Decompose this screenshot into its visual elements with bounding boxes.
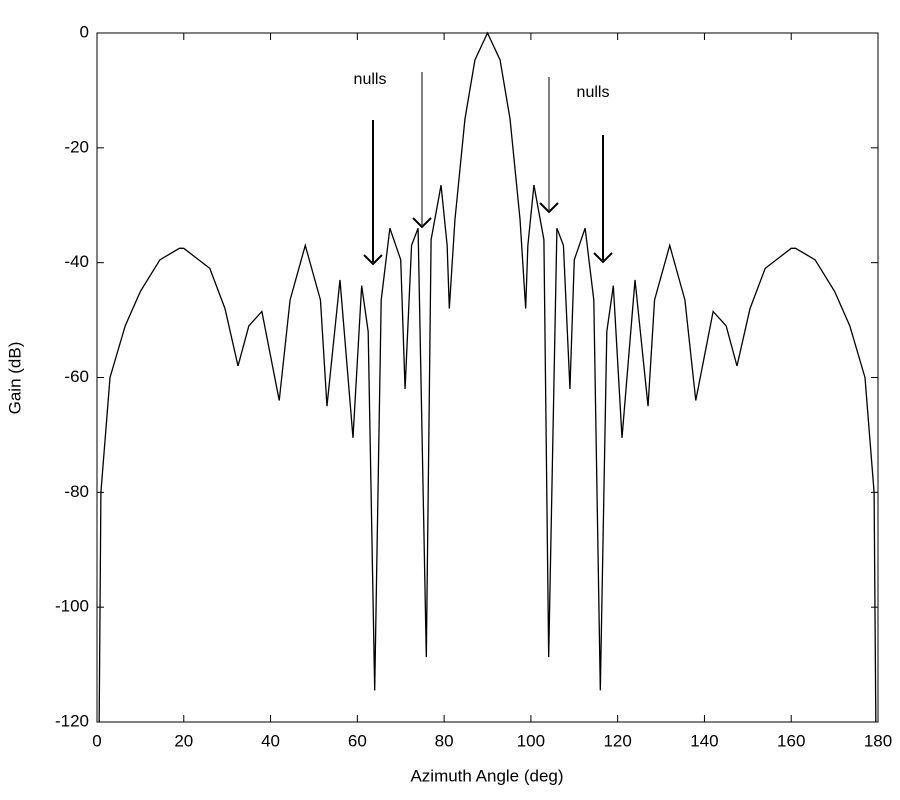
y-tick-label: -40 [64,252,89,271]
plot-frame [96,32,879,723]
x-tick-label: 180 [864,731,892,750]
y-tick-label: 0 [80,22,89,41]
y-axis-label: Gain (dB) [5,342,24,415]
gain-line [98,31,877,723]
annotation-arrows [363,72,613,266]
x-tick-label: 0 [92,731,101,750]
annotation: nulls [577,84,610,101]
x-tick-label: 80 [435,731,454,750]
arrow-head [363,254,383,266]
x-tick-label: 100 [517,731,545,750]
x-tick-label: 40 [261,731,280,750]
y-tick-label: -20 [64,137,89,156]
x-tick-label: 120 [603,731,631,750]
y-tick-label: -120 [55,711,89,730]
x-tick-label: 20 [174,731,193,750]
y-tick-label: -100 [55,597,89,616]
x-tick-label: 160 [777,731,805,750]
x-axis-label: Azimuth Angle (deg) [410,766,563,785]
annotation: nulls [354,71,387,88]
arrow-head [593,252,613,264]
arrow-head [412,217,432,229]
y-tick-label: -60 [64,367,89,386]
x-tick-label: 60 [348,731,367,750]
x-tick-label: 140 [690,731,718,750]
arrow-head [539,202,559,214]
y-tick-label: -80 [64,482,89,501]
